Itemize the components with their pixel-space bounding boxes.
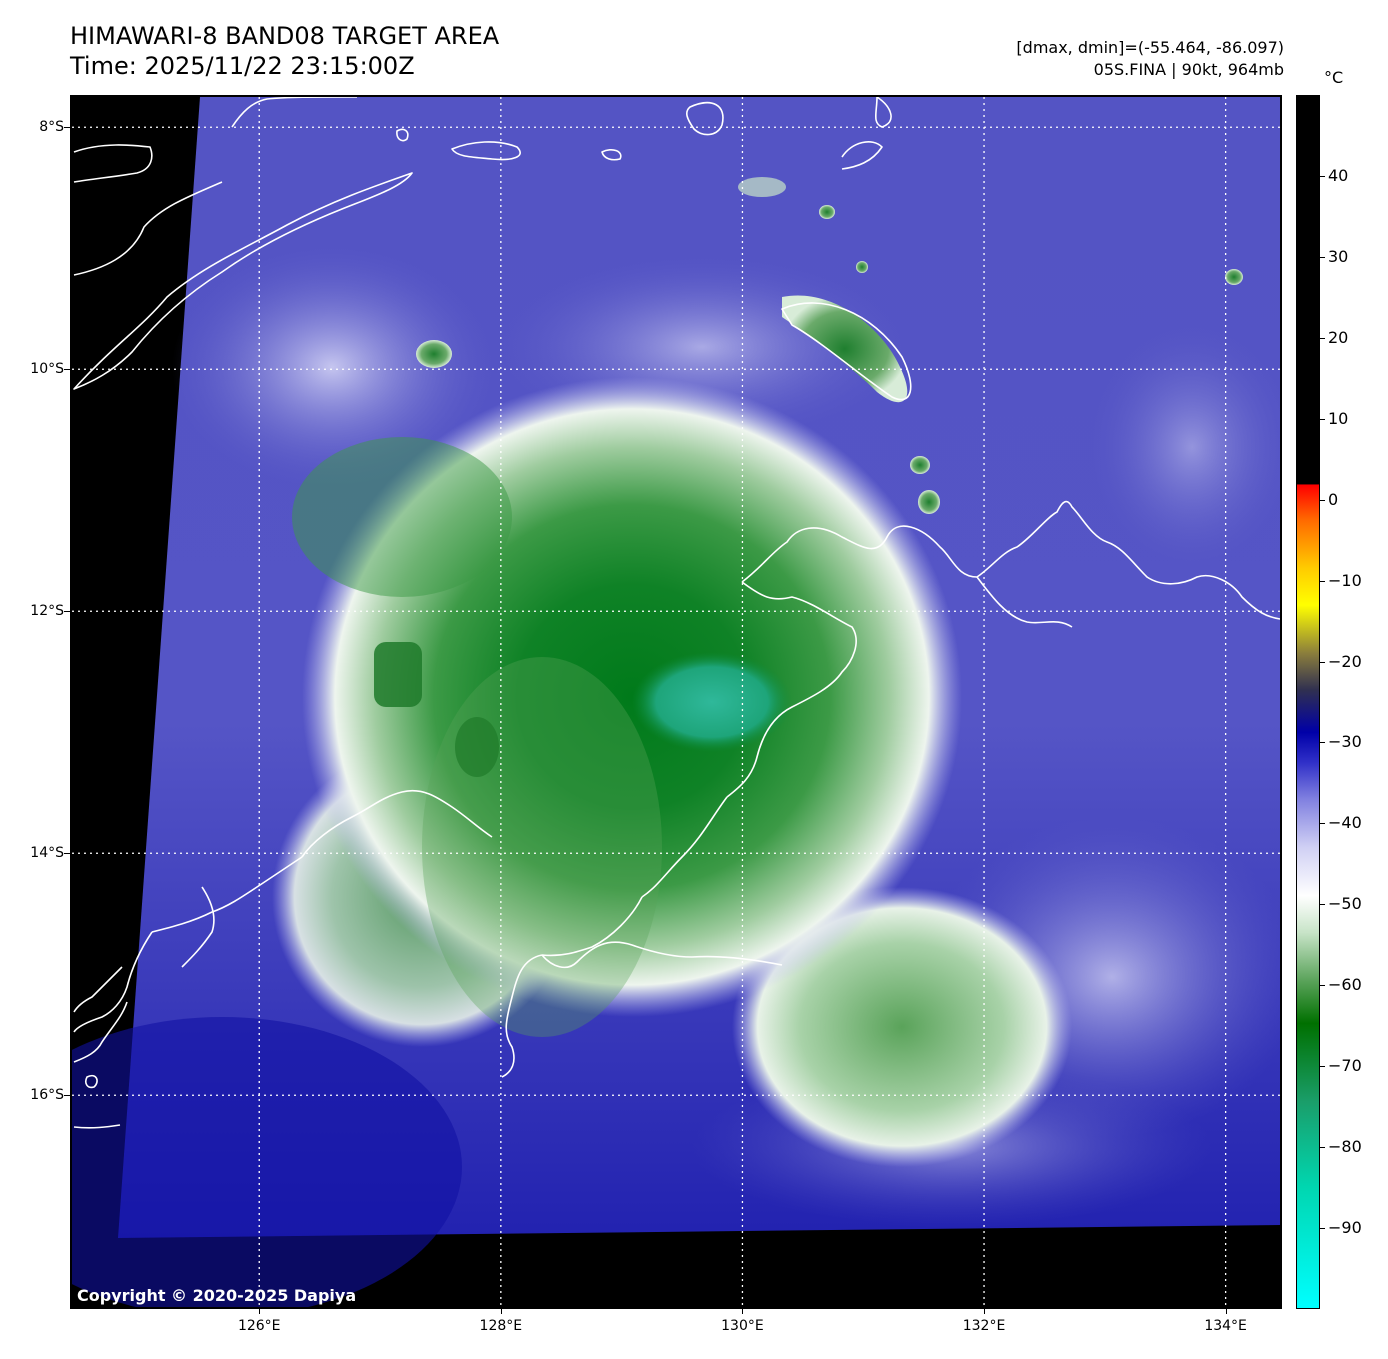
latitude-tick — [64, 127, 70, 129]
latitude-tick — [64, 1095, 70, 1097]
latitude-label: 8°S — [39, 119, 64, 136]
satellite-map[interactable]: Copyright © 2020-2025 Dapiya — [70, 95, 1282, 1309]
colorbar-label: −90 — [1328, 1218, 1362, 1238]
longitude-label: 130°E — [721, 1318, 764, 1334]
dmax-dmin-readout: [dmax, dmin]=(-55.464, -86.097) — [1016, 38, 1284, 57]
colorbar-tick — [1320, 985, 1325, 987]
latitude-label: 12°S — [30, 603, 64, 620]
storm-info: 05S.FINA | 90kt, 964mb — [1093, 60, 1284, 79]
map-title: HIMAWARI-8 BAND08 TARGET AREA — [70, 22, 500, 50]
colorbar-label: −30 — [1328, 732, 1362, 752]
colorbar-label: 30 — [1328, 246, 1349, 266]
colorbar-tick — [1320, 256, 1325, 258]
map-timestamp: Time: 2025/11/22 23:15:00Z — [70, 52, 415, 80]
colorbar-label: −70 — [1328, 1056, 1362, 1076]
coastlines — [73, 97, 1280, 1129]
colorbar-tick — [1320, 742, 1325, 744]
longitude-label: 132°E — [962, 1318, 1006, 1334]
colorbar-tick — [1320, 1228, 1325, 1230]
colorbar-label: −20 — [1328, 651, 1362, 671]
colorbar-tick — [1320, 337, 1325, 339]
colorbar-label: −50 — [1328, 894, 1362, 914]
longitude-label: 134°E — [1204, 1318, 1247, 1334]
colorbar-tick — [1320, 1147, 1325, 1149]
satellite-imagery — [72, 97, 1280, 1307]
latitude-tick — [64, 853, 70, 855]
colorbar-tick — [1320, 499, 1325, 501]
longitude-tick — [984, 1309, 986, 1314]
latitude-tick — [64, 369, 70, 371]
colorbar-tick — [1320, 904, 1325, 906]
longitude-tick — [500, 1309, 502, 1314]
colorbar-tick — [1320, 823, 1325, 825]
longitude-label: 128°E — [479, 1318, 523, 1334]
colorbar-label: −10 — [1328, 570, 1362, 590]
colorbar-label: 40 — [1328, 165, 1349, 185]
colorbar-label: 10 — [1328, 408, 1349, 428]
colorbar-label: −60 — [1328, 975, 1362, 995]
latitude-label: 14°S — [30, 845, 64, 862]
temperature-colorbar — [1296, 95, 1320, 1309]
longitude-label: 126°E — [237, 1318, 281, 1334]
colorbar-label: 0 — [1328, 489, 1339, 509]
latitude-label: 10°S — [30, 361, 64, 378]
tanimbar-island — [782, 295, 908, 403]
colorbar-tick — [1320, 175, 1325, 177]
colorbar-label: −40 — [1328, 813, 1362, 833]
colorbar-label: 20 — [1328, 327, 1349, 347]
longitude-tick — [259, 1309, 261, 1314]
longitude-tick — [742, 1309, 744, 1314]
colorbar-tick — [1320, 580, 1325, 582]
colorbar-tick — [1320, 418, 1325, 420]
longitude-tick — [1225, 1309, 1227, 1314]
colorbar-unit: °C — [1324, 68, 1344, 87]
copyright-notice: Copyright © 2020-2025 Dapiya — [77, 1286, 357, 1305]
colorbar-label: −80 — [1328, 1137, 1362, 1157]
graticule — [72, 97, 1280, 1307]
colorbar-tick — [1320, 1066, 1325, 1068]
latitude-label: 16°S — [30, 1087, 64, 1104]
storm-eye — [632, 652, 792, 752]
latitude-tick — [64, 611, 70, 613]
colorbar-tick — [1320, 661, 1325, 663]
